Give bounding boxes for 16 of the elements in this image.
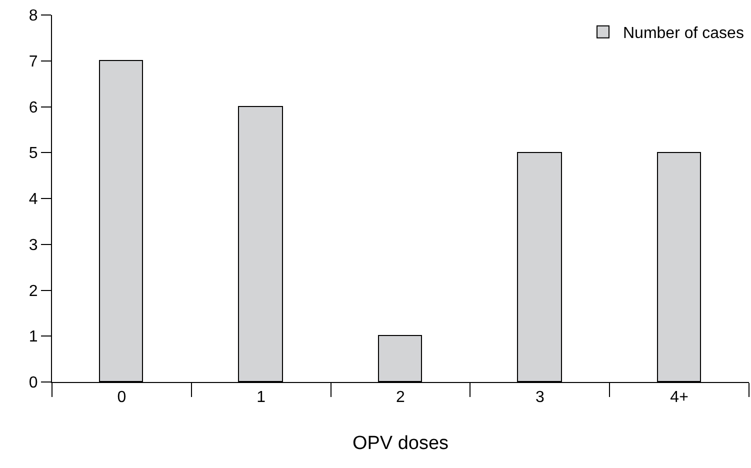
y-tick-label: 1: [28, 328, 38, 346]
legend-label: Number of cases: [623, 25, 744, 42]
x-tick-label: 1: [256, 389, 266, 406]
x-tick-label: 2: [396, 389, 406, 406]
y-tick-label: 6: [28, 99, 38, 116]
y-tick-label: 5: [28, 145, 38, 162]
y-tick-label: 4: [28, 191, 38, 208]
x-tick-label: 3: [535, 389, 544, 406]
y-tick-label: 2: [28, 282, 38, 300]
y-tick-label: 8: [28, 8, 38, 25]
x-tick-label: 4+: [670, 389, 688, 406]
y-tick-label: 0: [28, 374, 38, 392]
x-tick-label: 0: [117, 389, 126, 406]
y-tick-label: 7: [28, 53, 38, 70]
y-tick-label: 3: [28, 236, 38, 254]
x-axis-title: OPV doses: [352, 433, 449, 454]
